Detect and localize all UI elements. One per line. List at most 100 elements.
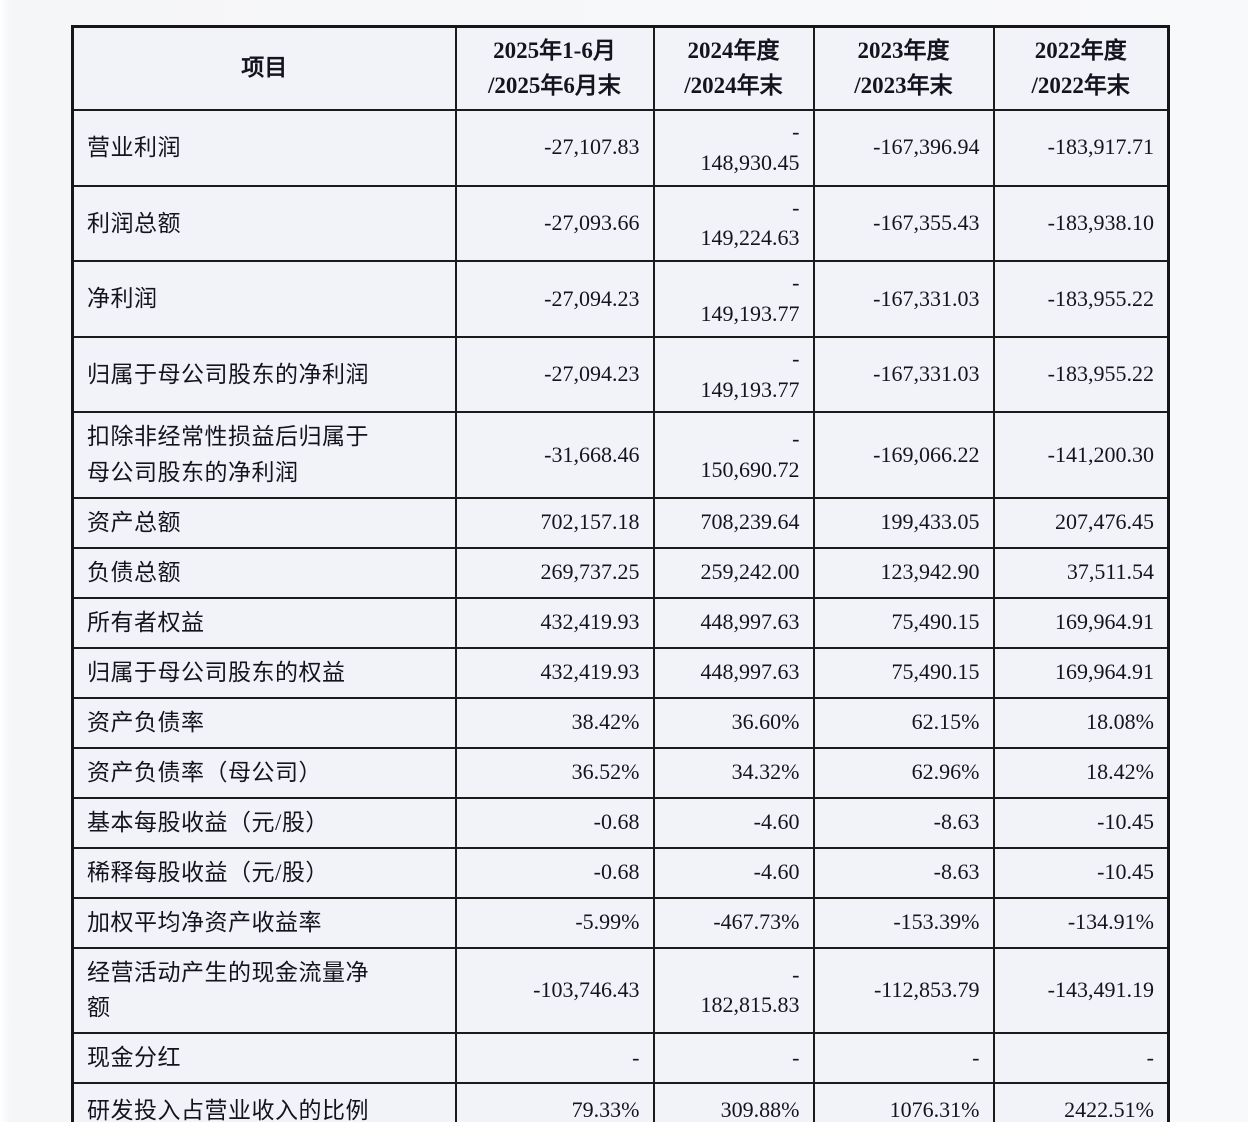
value-cell: -169,066.22 — [812, 411, 995, 499]
value-cell: 18.42% — [992, 746, 1170, 799]
financial-summary-table: 项目 2025年1-6月 /2025年6月末 2024年度 /2024年末 2023年… — [71, 25, 1170, 1122]
value-cell: 708,239.64 — [652, 496, 815, 549]
value-cell: 37,511.54 — [992, 546, 1170, 599]
value-cell: - 149,193.77 — [652, 335, 815, 414]
table-row: 净利润 -27,094.23- 149,193.77 -167,331.03 -183… — [71, 260, 1170, 338]
row-label: 归属于母公司股东的净利润 — [71, 335, 457, 414]
table-row: 利润总额 -27,093.66- 149,224.63 -167,355.43 -18… — [71, 184, 1170, 263]
value-cell: -27,094.23 — [454, 335, 655, 414]
value-cell: -10.45 — [992, 796, 1170, 849]
row-label: 稀释每股收益（元/股） — [71, 846, 457, 899]
period-column-header: 2023年度 /2023年末 — [812, 25, 995, 111]
row-label: 归属于母公司股东的权益 — [71, 646, 457, 699]
value-cell: 448,997.63 — [652, 646, 815, 699]
value-cell: -183,917.71 — [992, 109, 1170, 187]
value-cell: -0.68 — [454, 796, 655, 849]
value-cell: -143,491.19 — [992, 946, 1170, 1034]
row-label: 负债总额 — [71, 546, 457, 599]
value-cell: 79.33% — [454, 1081, 655, 1122]
table-body: 营业利润 -27,107.83- 148,930.45 -167,396.94 -18… — [71, 109, 1170, 1122]
value-cell: -467.73% — [652, 896, 815, 949]
value-cell: 36.52% — [454, 746, 655, 799]
value-cell: 123,942.90 — [812, 546, 995, 599]
period-column-header: 2025年1-6月 /2025年6月末 — [454, 25, 655, 111]
table-row: 现金分红 - - - - — [71, 1031, 1170, 1084]
value-cell: -4.60 — [652, 796, 815, 849]
value-cell: -27,094.23 — [454, 260, 655, 338]
value-cell: 34.32% — [652, 746, 815, 799]
value-cell: - — [652, 1031, 815, 1084]
value-cell: -134.91% — [992, 896, 1170, 949]
header-row: 项目 2025年1-6月 /2025年6月末 2024年度 /2024年末 2023年… — [71, 25, 1170, 111]
value-cell: 62.96% — [812, 746, 995, 799]
row-label: 资产负债率（母公司） — [71, 746, 457, 799]
table-row: 研发投入占营业收入的比例 79.33% 309.88% 1076.31% 2422.51… — [71, 1081, 1170, 1122]
value-cell: - — [992, 1031, 1170, 1084]
row-label: 资产总额 — [71, 496, 457, 549]
table-row: 负债总额 269,737.25 259,242.00 123,942.90 37,511… — [71, 546, 1170, 599]
value-cell: -103,746.43 — [454, 946, 655, 1034]
table-row: 加权平均净资产收益率 -5.99% -467.73% -153.39% -134.91% — [71, 896, 1170, 949]
value-cell: 199,433.05 — [812, 496, 995, 549]
value-cell: 702,157.18 — [454, 496, 655, 549]
table-row: 资产负债率 38.42% 36.60% 62.15% 18.08% — [71, 696, 1170, 749]
row-label: 现金分红 — [71, 1031, 457, 1084]
value-cell: 169,964.91 — [992, 596, 1170, 649]
value-cell: -167,331.03 — [812, 335, 995, 414]
value-cell: - 149,193.77 — [652, 260, 815, 338]
value-cell: -112,853.79 — [812, 946, 995, 1034]
table-row: 所有者权益 432,419.93 448,997.63 75,490.15 169,96… — [71, 596, 1170, 649]
value-cell: -5.99% — [454, 896, 655, 949]
value-cell: 259,242.00 — [652, 546, 815, 599]
value-cell: 309.88% — [652, 1081, 815, 1122]
value-cell: -167,396.94 — [812, 109, 995, 187]
value-cell: 269,737.25 — [454, 546, 655, 599]
value-cell: 1076.31% — [812, 1081, 995, 1122]
value-cell: 75,490.15 — [812, 646, 995, 699]
value-cell: 448,997.63 — [652, 596, 815, 649]
value-cell: -4.60 — [652, 846, 815, 899]
value-cell: 169,964.91 — [992, 646, 1170, 699]
value-cell: 18.08% — [992, 696, 1170, 749]
table-row: 营业利润 -27,107.83- 148,930.45 -167,396.94 -18… — [71, 109, 1170, 187]
row-label: 利润总额 — [71, 184, 457, 263]
period-column-header: 2024年度 /2024年末 — [652, 25, 815, 111]
row-label: 基本每股收益（元/股） — [71, 796, 457, 849]
value-cell: -167,355.43 — [812, 184, 995, 263]
table-row: 基本每股收益（元/股） -0.68 -4.60 -8.63 -10.45 — [71, 796, 1170, 849]
row-label: 营业利润 — [71, 109, 457, 187]
table-row: 资产总额 702,157.18 708,239.64 199,433.05 207,47… — [71, 496, 1170, 549]
value-cell: - — [812, 1031, 995, 1084]
value-cell: - 182,815.83 — [652, 946, 815, 1034]
value-cell: -183,955.22 — [992, 335, 1170, 414]
period-column-header: 2022年度 /2022年末 — [992, 25, 1170, 111]
value-cell: - 149,224.63 — [652, 184, 815, 263]
value-cell: -167,331.03 — [812, 260, 995, 338]
row-label: 资产负债率 — [71, 696, 457, 749]
row-label: 所有者权益 — [71, 596, 457, 649]
table-row: 稀释每股收益（元/股） -0.68 -4.60 -8.63 -10.45 — [71, 846, 1170, 899]
value-cell: -10.45 — [992, 846, 1170, 899]
row-label: 净利润 — [71, 260, 457, 338]
table-row: 归属于母公司股东的权益 432,419.93 448,997.63 75,490.15… — [71, 646, 1170, 699]
value-cell: 62.15% — [812, 696, 995, 749]
value-cell: 432,419.93 — [454, 646, 655, 699]
value-cell: -31,668.46 — [454, 411, 655, 499]
row-label: 研发投入占营业收入的比例 — [71, 1081, 457, 1122]
value-cell: 207,476.45 — [992, 496, 1170, 549]
item-column-header: 项目 — [71, 25, 457, 111]
value-cell: 36.60% — [652, 696, 815, 749]
value-cell: -27,093.66 — [454, 184, 655, 263]
value-cell: -153.39% — [812, 896, 995, 949]
table-row: 归属于母公司股东的净利润 -27,094.23- 149,193.77 -167,3… — [71, 335, 1170, 414]
value-cell: 38.42% — [454, 696, 655, 749]
table-row: 资产负债率（母公司） 36.52% 34.32% 62.96% 18.42% — [71, 746, 1170, 799]
value-cell: -8.63 — [812, 796, 995, 849]
row-label: 加权平均净资产收益率 — [71, 896, 457, 949]
table-row: 扣除非经常性损益后归属于 母公司股东的净利润 -31,668.46- 150,69… — [71, 411, 1170, 499]
value-cell: -27,107.83 — [454, 109, 655, 187]
value-cell: -8.63 — [812, 846, 995, 899]
value-cell: -183,955.22 — [992, 260, 1170, 338]
value-cell: -0.68 — [454, 846, 655, 899]
